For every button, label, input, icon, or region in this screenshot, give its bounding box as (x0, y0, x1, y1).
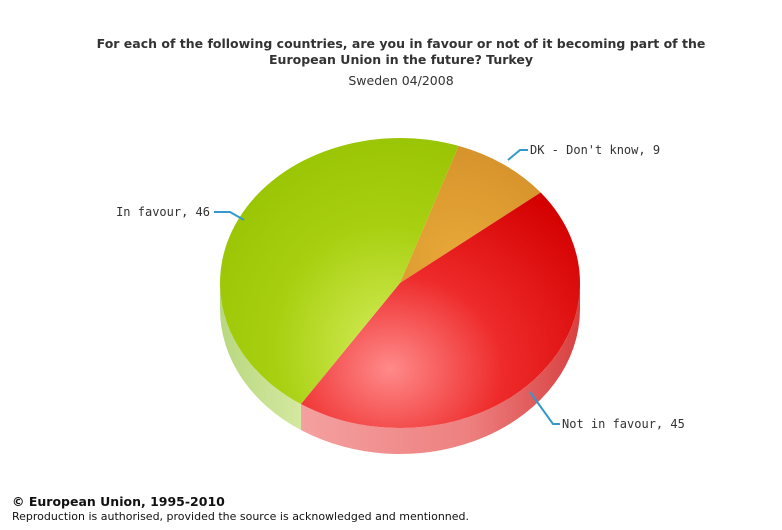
slice-label: Not in favour, 45 (562, 417, 685, 431)
chart-title-line-1: For each of the following countries, are… (96, 36, 706, 51)
leader-line (214, 211, 245, 221)
slice-label: In favour, 46 (116, 205, 210, 219)
chart-title-line-2: European Union in the future? Turkey (269, 52, 533, 67)
reproduction-note: Reproduction is authorised, provided the… (12, 510, 470, 523)
slice-label: DK - Don't know, 9 (530, 143, 660, 157)
copyright-text: © European Union, 1995-2010 (12, 494, 225, 509)
pie-slice-side-in-favour (220, 283, 301, 431)
chart-title: For each of the following countries, are… (20, 36, 782, 68)
chart-subtitle: Sweden 04/2008 (348, 73, 454, 88)
pie-slice-not-in-favour[interactable] (300, 192, 580, 428)
pie-group: DK - Don't know, 9 Not in favour, 45 In fa… (116, 138, 685, 454)
footer: © European Union, 1995-2010 Reproduction… (12, 494, 469, 524)
leader-line (507, 149, 528, 161)
pie-slice-side-not-in-favour (300, 283, 580, 454)
pie-slice-in-favour[interactable] (220, 138, 459, 405)
pie-slice-dk-don-t-know[interactable] (400, 145, 541, 283)
leader-line (529, 391, 560, 425)
